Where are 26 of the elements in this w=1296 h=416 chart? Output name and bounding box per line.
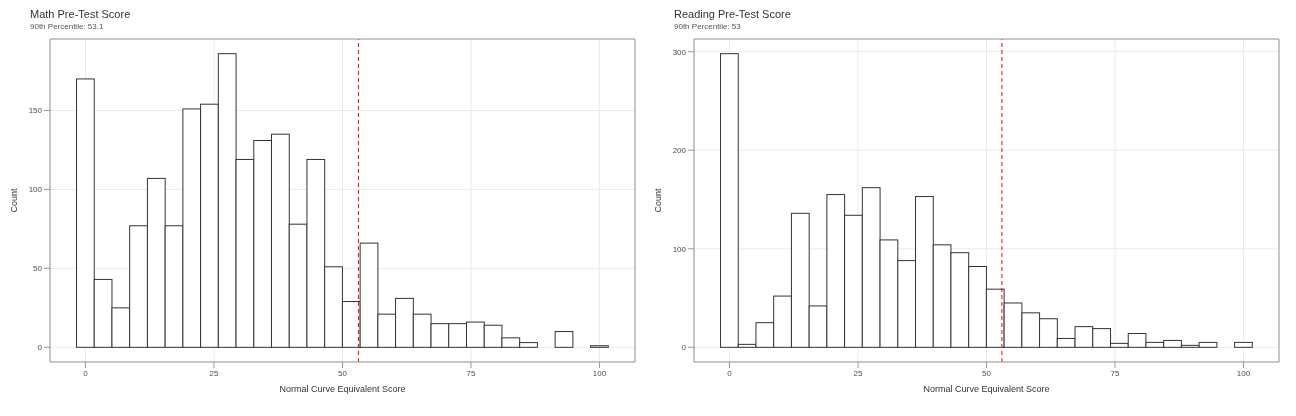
y-tick-label: 100 [672,244,687,254]
y-axis-title: Count [653,188,664,213]
x-tick-label: 75 [1110,368,1121,378]
y-axis-title: Count [9,188,20,213]
x-tick-label: 50 [338,368,348,378]
chart-title: Reading Pre-Test Score [674,8,792,22]
x-axis-title: Normal Curve Equivalent Score [923,384,1050,394]
x-tick-label: 50 [982,368,992,378]
y-tick-label: 50 [33,264,43,274]
x-tick-label: 25 [209,368,219,378]
x-tick-label: 25 [853,368,863,378]
y-tick-label: 0 [37,343,43,353]
y-tick-label: 200 [672,146,687,156]
x-tick-label: 0 [83,368,89,378]
chart-title: Math Pre-Test Score [30,8,132,22]
y-tick-label: 300 [672,47,687,57]
chart-subtitle: 90th Percentile: 53 [674,22,742,33]
y-tick-label: 0 [681,343,687,353]
x-tick-label: 100 [1236,368,1251,378]
x-axis-title: Normal Curve Equivalent Score [279,384,406,394]
x-tick-label: 75 [466,368,477,378]
y-tick-label: 150 [28,106,43,116]
y-tick-label: 100 [28,185,43,195]
x-tick-label: 0 [727,368,733,378]
chart-subtitle: 90th Percentile: 53.1 [30,22,105,33]
x-tick-label: 100 [592,368,607,378]
